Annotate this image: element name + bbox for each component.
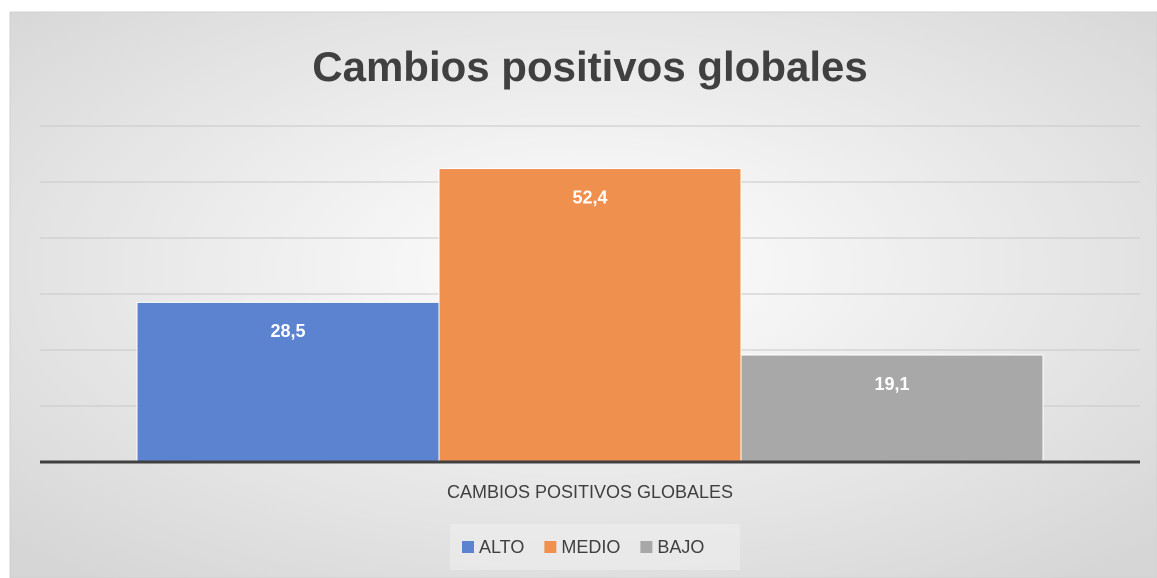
- legend-swatch: [462, 541, 474, 553]
- legend-swatch: [544, 541, 557, 553]
- legend-box: [450, 524, 740, 570]
- bar: [136, 301, 440, 463]
- x-tick-label: CAMBIOS POSITIVOS GLOBALES: [447, 482, 733, 502]
- data-label: 28,5: [270, 321, 305, 341]
- data-label: 52,4: [572, 187, 607, 207]
- legend-label: MEDIO: [561, 537, 620, 557]
- bar: [438, 168, 742, 463]
- data-label: 19,1: [874, 374, 909, 394]
- chart-title: Cambios positivos globales: [312, 43, 867, 90]
- legend-swatch: [640, 541, 653, 553]
- legend-label: ALTO: [479, 537, 524, 557]
- legend-label: BAJO: [657, 537, 704, 557]
- bar: [740, 354, 1044, 463]
